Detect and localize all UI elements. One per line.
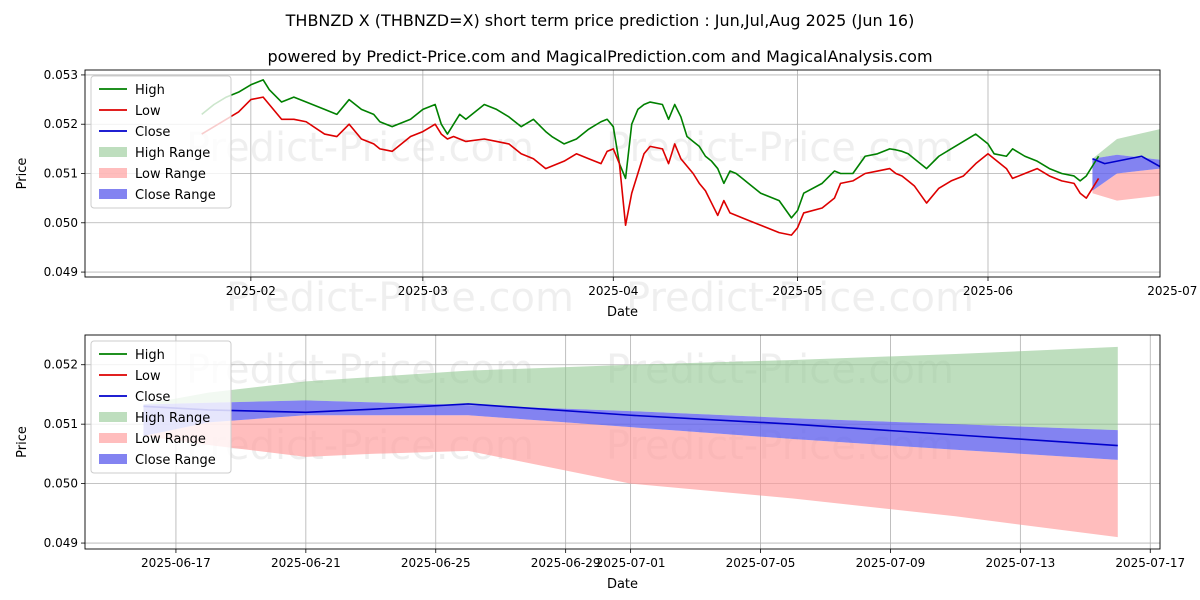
x-tick-label: 2025-04 xyxy=(588,284,638,298)
legend-label: Close xyxy=(135,125,170,140)
close-series-line xyxy=(143,403,1118,447)
close-range-band xyxy=(143,400,1118,460)
legend-label: High Range xyxy=(135,411,210,426)
high-range-band xyxy=(1092,129,1160,160)
legend-swatch xyxy=(99,147,127,157)
y-tick-label: 0.049 xyxy=(44,536,78,550)
watermark: Predict-Price.com xyxy=(226,275,574,321)
watermark: Predict-Price.com xyxy=(186,125,534,171)
legend-swatch xyxy=(99,189,127,199)
legend-label: Low Range xyxy=(135,432,206,447)
x-tick-label: 2025-06-17 xyxy=(141,556,211,570)
low-range-band xyxy=(1092,168,1160,201)
x-tick-label: 2025-07-01 xyxy=(596,556,666,570)
legend-label: Low xyxy=(135,104,161,119)
x-tick-label: 2025-06-25 xyxy=(401,556,471,570)
legend-swatch xyxy=(99,412,127,422)
watermark: Predict-Price.com xyxy=(606,125,954,171)
legend: High Low Close High Range Low Range Close Ran… xyxy=(90,340,232,474)
low-range-band xyxy=(143,415,1118,538)
forecast-panel: Predict-Price.comPredict-Price.comPredic… xyxy=(15,334,1185,592)
high-range-band xyxy=(143,346,1118,431)
legend: High Low Close High Range Low Range Close Ran… xyxy=(90,75,232,209)
legend-label: High xyxy=(135,348,165,363)
axes-frame xyxy=(84,69,1161,278)
x-tick-label: 2025-07 xyxy=(1147,284,1197,298)
high-series-line xyxy=(201,79,1100,219)
x-tick-label: 2025-06 xyxy=(963,284,1013,298)
low-series-line xyxy=(201,96,1100,236)
x-tick-label: 2025-07-05 xyxy=(726,556,796,570)
y-axis-label: Price xyxy=(15,426,30,458)
x-tick-label: 2025-05 xyxy=(773,284,823,298)
y-tick-label: 0.049 xyxy=(44,265,78,279)
x-tick-label: 2025-07-17 xyxy=(1115,556,1185,570)
watermark: Predict-Price.com xyxy=(626,275,974,321)
x-tick-label: 2025-03 xyxy=(398,284,448,298)
x-axis-label: Date xyxy=(607,305,638,320)
legend-swatch xyxy=(99,454,127,464)
x-tick-label: 2025-06-21 xyxy=(271,556,341,570)
y-tick-label: 0.050 xyxy=(44,216,78,230)
x-tick-label: 2025-07-13 xyxy=(985,556,1055,570)
axes-frame xyxy=(84,334,1161,550)
legend-label: High Range xyxy=(135,146,210,161)
y-tick-label: 0.052 xyxy=(44,117,78,131)
x-axis-label: Date xyxy=(607,577,638,592)
chart-title: THBNZD X (THBNZD=X) short term price pre… xyxy=(285,11,915,30)
legend-label: Close xyxy=(135,390,170,405)
legend-label: Close Range xyxy=(135,188,216,203)
plot-area xyxy=(201,79,1160,236)
y-tick-label: 0.051 xyxy=(44,167,78,181)
y-axis-label: Price xyxy=(15,158,30,190)
legend-swatch xyxy=(99,168,127,178)
x-tick-label: 2025-02 xyxy=(226,284,276,298)
close-series-line xyxy=(1092,155,1160,168)
x-tick-label: 2025-07-09 xyxy=(856,556,926,570)
plot-area xyxy=(143,346,1118,538)
legend-swatch xyxy=(99,433,127,443)
y-tick-label: 0.053 xyxy=(44,68,78,82)
x-tick-label: 2025-06-29 xyxy=(531,556,601,570)
close-range-band xyxy=(1092,154,1160,191)
y-tick-label: 0.051 xyxy=(44,417,78,431)
y-tick-label: 0.050 xyxy=(44,477,78,491)
legend-label: High xyxy=(135,83,165,98)
legend-label: Low Range xyxy=(135,167,206,182)
history-panel: Predict-Price.com Predict-Price.com Predic… xyxy=(15,68,1197,321)
legend-label: Low xyxy=(135,369,161,384)
y-tick-label: 0.052 xyxy=(44,358,78,372)
chart-subtitle: powered by Predict-Price.com and Magical… xyxy=(267,47,932,66)
legend-label: Close Range xyxy=(135,453,216,468)
